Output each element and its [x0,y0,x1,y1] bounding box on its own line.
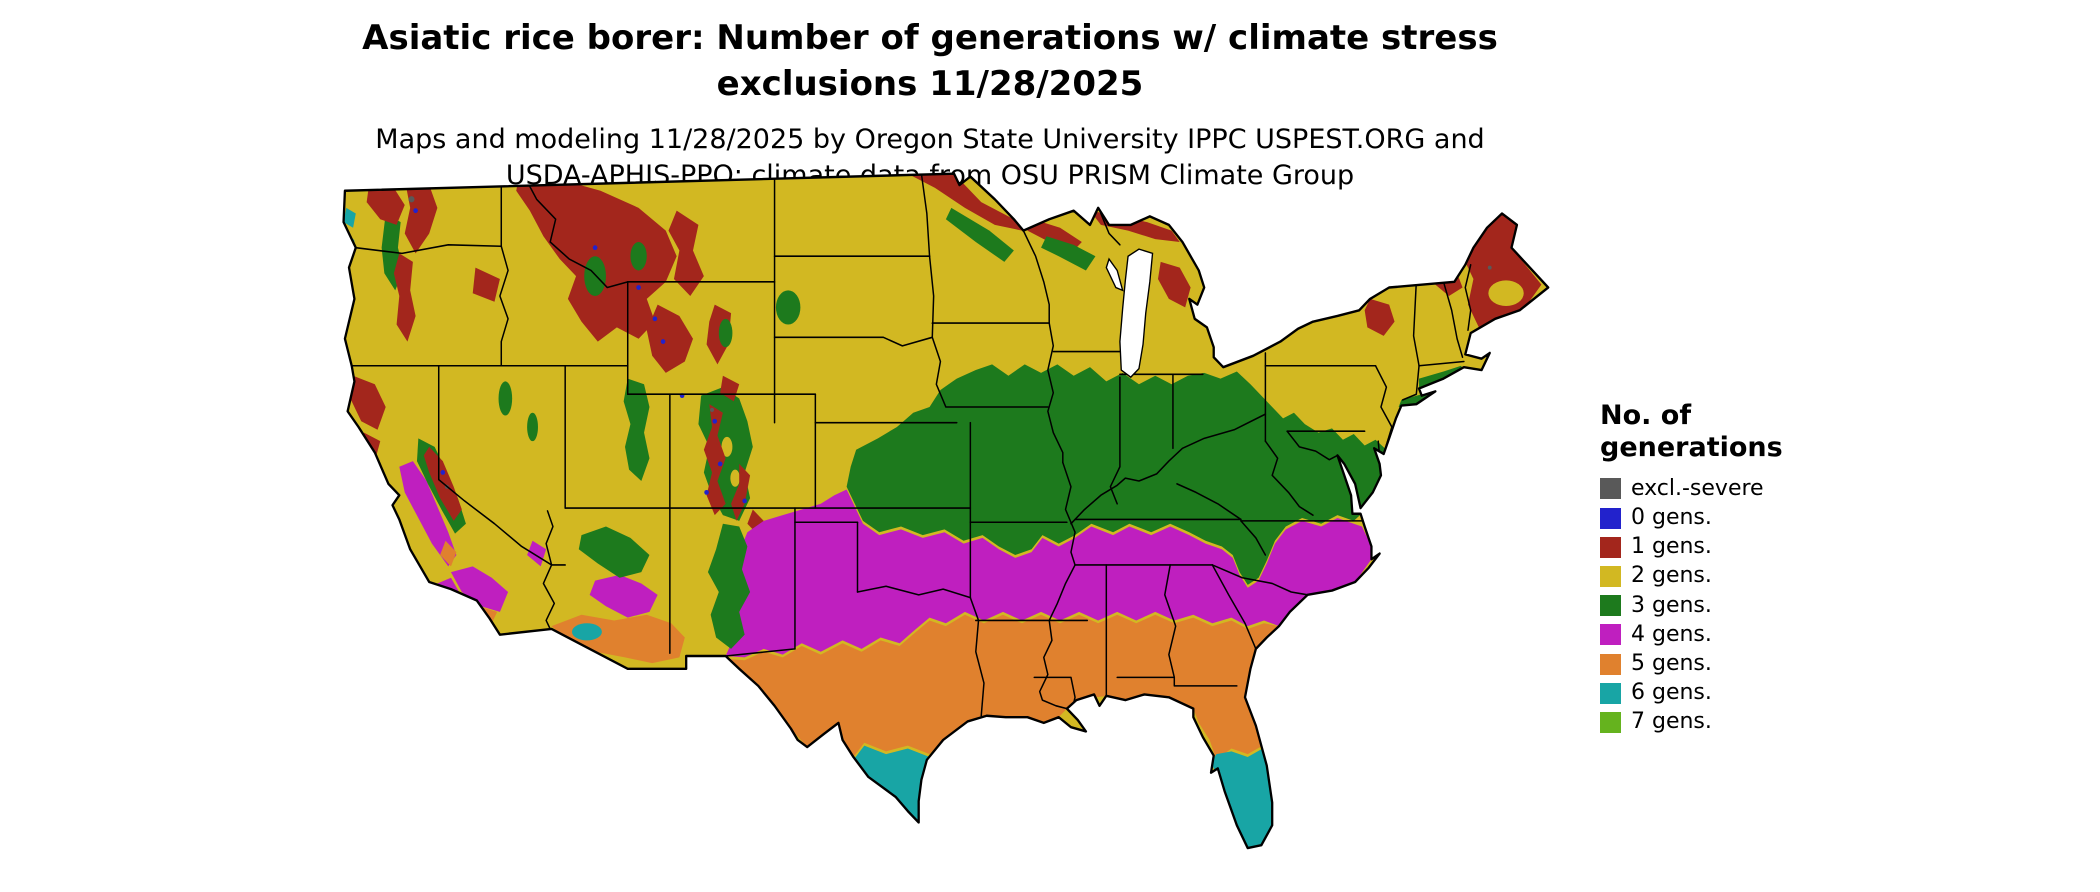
legend-label: 3 gens. [1631,592,1712,618]
legend-item: 5 gens. [1600,650,1783,676]
legend: No. of generations excl.-severe 0 gens. 1 … [1600,400,1783,739]
legend-title-line-1: No. of [1600,400,1692,431]
legend-item: 2 gens. [1600,564,1783,588]
legend-swatch [1600,507,1621,529]
map-area [315,168,1555,868]
legend-item: 3 gens. [1600,592,1783,618]
legend-swatch [1600,711,1621,733]
title-line-1: Asiatic rice borer: Number of generation… [362,18,1498,58]
us-generations-map [342,172,1550,850]
legend-label: 7 gens. [1631,709,1712,735]
legend-label: 0 gens. [1631,504,1712,530]
zone-7gens-layer [896,805,1274,849]
legend-swatch [1600,653,1621,675]
mountain-accents-layer [423,207,1524,536]
us-outline [342,172,1550,850]
legend-swatch [1600,682,1621,704]
legend-label: 6 gens. [1631,680,1712,706]
green-bay [1105,257,1124,292]
title-line-2: exclusions 11/28/2025 [716,63,1144,104]
legend-label: 1 gens. [1631,534,1712,560]
legend-swatch [1600,536,1621,558]
page-title: Asiatic rice borer: Number of generation… [0,16,1860,108]
legend-title-line-2: generations [1600,432,1783,464]
state-borders [350,173,1472,717]
legend-item: 1 gens. [1600,534,1783,560]
subtitle-line-1: Maps and modeling 11/28/2025 by Oregon S… [375,123,1485,155]
legend-item: 4 gens. [1600,621,1783,647]
zone-0gens-specks [413,208,747,504]
legend-items: excl.-severe 0 gens. 1 gens. 2 gens. 3 gens.… [1600,475,1783,735]
legend-label: 5 gens. [1631,650,1712,676]
legend-swatch [1600,624,1621,646]
legend-item: 6 gens. [1600,680,1783,706]
legend-item: excl.-severe [1600,475,1783,501]
legend-label: 2 gens. [1631,563,1712,589]
great-lakes [1105,248,1154,379]
yellow-accents [721,280,1524,487]
legend-item: 0 gens. [1600,504,1783,530]
legend-title: No. of generations [1600,400,1783,465]
legend-label: excl.-severe [1631,475,1764,501]
legend-swatch [1600,478,1621,500]
green-accents [498,207,1096,442]
legend-label: 4 gens. [1631,621,1712,647]
legend-swatch [1600,565,1621,587]
legend-swatch [1600,595,1621,617]
zone-6gens-layer [343,207,1273,849]
legend-item: 7 gens. [1600,710,1783,734]
lake-michigan [1119,248,1154,379]
